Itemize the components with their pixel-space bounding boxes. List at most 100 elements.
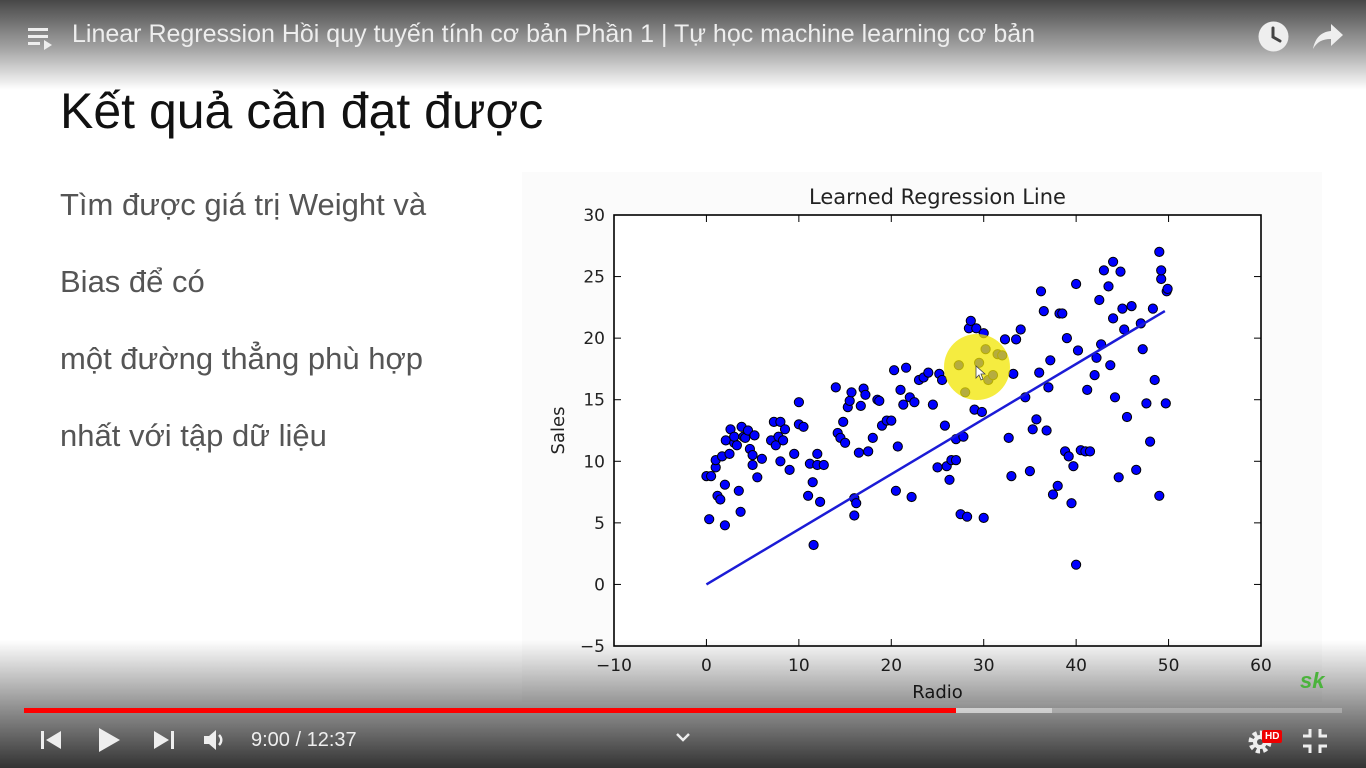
top-overlay — [0, 0, 1366, 90]
data-point — [867, 432, 878, 443]
data-point — [1024, 466, 1035, 477]
data-point — [1147, 303, 1159, 314]
data-point — [1149, 374, 1160, 386]
data-point — [779, 424, 791, 435]
data-point — [1094, 294, 1105, 306]
data-point — [775, 456, 786, 467]
data-point — [752, 472, 763, 483]
slide-text-line-3: một đường thẳng phù hợp — [60, 341, 424, 376]
data-point — [944, 474, 955, 485]
bottom-overlay — [0, 640, 1366, 768]
data-point — [793, 397, 804, 408]
data-point — [860, 389, 871, 400]
data-point — [1068, 461, 1079, 472]
data-point — [789, 448, 800, 459]
chevron-down-icon[interactable] — [675, 731, 691, 743]
data-point — [978, 512, 989, 523]
data-point — [1162, 283, 1173, 295]
data-point — [735, 506, 746, 517]
data-point — [1015, 324, 1026, 335]
data-point — [733, 485, 744, 496]
data-point — [784, 464, 795, 475]
data-point — [1063, 451, 1074, 462]
data-point — [775, 416, 786, 427]
data-point — [906, 491, 917, 503]
data-point — [803, 490, 814, 501]
play-icon[interactable] — [97, 727, 121, 753]
clock-icon[interactable] — [1257, 20, 1290, 53]
data-point — [1154, 490, 1165, 501]
data-point — [1043, 382, 1054, 393]
data-point — [1084, 446, 1096, 457]
channel-logo: sk — [1300, 668, 1325, 693]
data-point — [1082, 384, 1093, 395]
data-point — [756, 453, 767, 464]
data-point — [1160, 398, 1171, 409]
data-point — [932, 462, 943, 473]
data-point — [1071, 559, 1082, 570]
y-tick-label: 5 — [594, 514, 605, 534]
chart-container: −100102030405060−5051015202530Learned Re… — [522, 172, 1322, 703]
data-point — [901, 362, 912, 373]
data-point — [778, 435, 789, 446]
y-axis-label: Sales — [548, 407, 569, 455]
y-tick-label: 30 — [583, 206, 605, 226]
data-point — [950, 455, 962, 466]
data-point — [976, 406, 987, 418]
data-point — [851, 498, 862, 509]
data-point — [1003, 432, 1014, 443]
data-point — [719, 479, 730, 490]
progress-bar[interactable] — [24, 708, 1342, 713]
exit-fullscreen-icon[interactable] — [1302, 728, 1328, 754]
video-title[interactable]: Linear Regression Hồi quy tuyến tính cơ … — [72, 20, 1036, 48]
data-point — [1103, 281, 1114, 292]
slide-text-line-2: Bias để có — [60, 264, 205, 299]
data-point — [1115, 266, 1126, 277]
data-point — [830, 382, 841, 393]
volume-icon[interactable] — [203, 728, 227, 752]
data-point — [890, 485, 901, 496]
data-point — [909, 397, 920, 408]
data-point — [939, 420, 950, 431]
data-point — [1156, 273, 1167, 285]
next-icon[interactable] — [153, 729, 175, 751]
hd-badge: HD — [1262, 730, 1283, 743]
data-point — [807, 477, 818, 488]
data-point — [1131, 464, 1142, 475]
chart-title: Learned Regression Line — [809, 185, 1066, 209]
data-point — [965, 315, 976, 326]
data-point — [1108, 256, 1119, 267]
data-point — [815, 496, 826, 507]
data-point — [731, 440, 742, 451]
data-point — [1109, 392, 1121, 403]
data-point — [706, 471, 717, 482]
y-tick-label: 10 — [583, 452, 605, 472]
data-point — [747, 459, 758, 471]
y-tick-label: 0 — [594, 575, 605, 595]
data-point — [1071, 278, 1082, 290]
slide-text-line-1: Tìm được giá trị Weight và — [60, 187, 427, 222]
slide-text-line-4: nhất với tập dữ liệu — [60, 418, 327, 453]
share-icon[interactable] — [1312, 22, 1344, 50]
data-point — [1047, 489, 1059, 500]
y-tick-label: 15 — [583, 391, 605, 411]
data-point — [1154, 246, 1165, 258]
playlist-icon[interactable] — [28, 26, 56, 50]
data-point — [1041, 425, 1052, 436]
data-point — [808, 539, 819, 551]
data-point — [846, 387, 857, 398]
data-point — [863, 446, 874, 457]
y-tick-label: 25 — [583, 268, 605, 288]
data-point — [720, 435, 731, 446]
data-point — [971, 323, 982, 334]
data-point — [853, 447, 864, 458]
data-point — [818, 459, 829, 471]
data-point — [889, 365, 900, 376]
data-point — [838, 416, 849, 427]
previous-icon[interactable] — [40, 729, 62, 751]
data-point — [1145, 436, 1156, 447]
data-point — [1137, 344, 1148, 355]
data-point — [1057, 308, 1068, 319]
y-tick-label: 20 — [583, 329, 605, 349]
data-point — [1045, 355, 1056, 366]
